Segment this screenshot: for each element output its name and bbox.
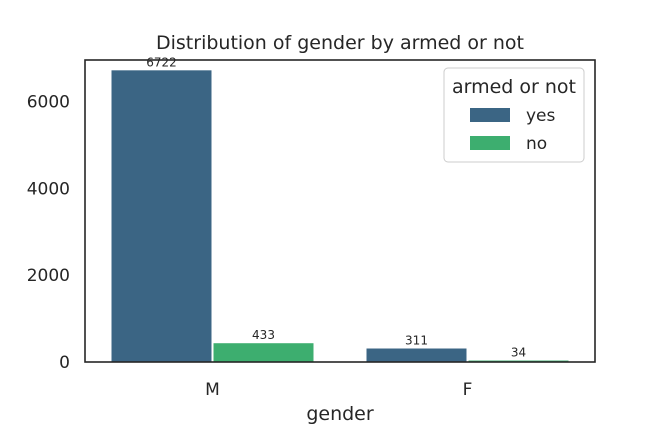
y-tick-label: 0 xyxy=(59,353,70,373)
bar-F-yes xyxy=(366,348,467,362)
x-axis-label: gender xyxy=(306,403,374,425)
bar-labels-group: 6722 433 311 34 xyxy=(146,55,526,359)
bar-value-label: 311 xyxy=(405,334,428,348)
bar-M-yes xyxy=(111,70,212,362)
legend-swatch-no xyxy=(470,136,510,150)
plot-frame xyxy=(84,59,596,363)
y-tick-label: 4000 xyxy=(27,179,70,199)
chart-title: Distribution of gender by armed or not xyxy=(156,32,524,54)
x-tick-label: M xyxy=(205,380,220,400)
legend-swatch-yes xyxy=(470,108,510,122)
bar-value-label: 34 xyxy=(511,346,526,360)
legend-label-yes: yes xyxy=(526,106,556,126)
y-tick-label: 2000 xyxy=(27,266,70,286)
legend: armed or not yes no xyxy=(443,67,585,163)
bars-group xyxy=(111,70,569,362)
legend-label-no: no xyxy=(526,134,547,154)
bar-M-no xyxy=(213,343,314,362)
legend-items: yes no xyxy=(470,106,556,154)
y-axis-ticks: 0 2000 4000 6000 xyxy=(27,93,70,373)
x-tick-label: F xyxy=(463,380,473,400)
legend-title: armed or not xyxy=(452,76,576,98)
bar-value-label: 433 xyxy=(252,328,275,342)
y-tick-label: 6000 xyxy=(27,93,70,113)
bar-value-label: 6722 xyxy=(146,55,177,69)
